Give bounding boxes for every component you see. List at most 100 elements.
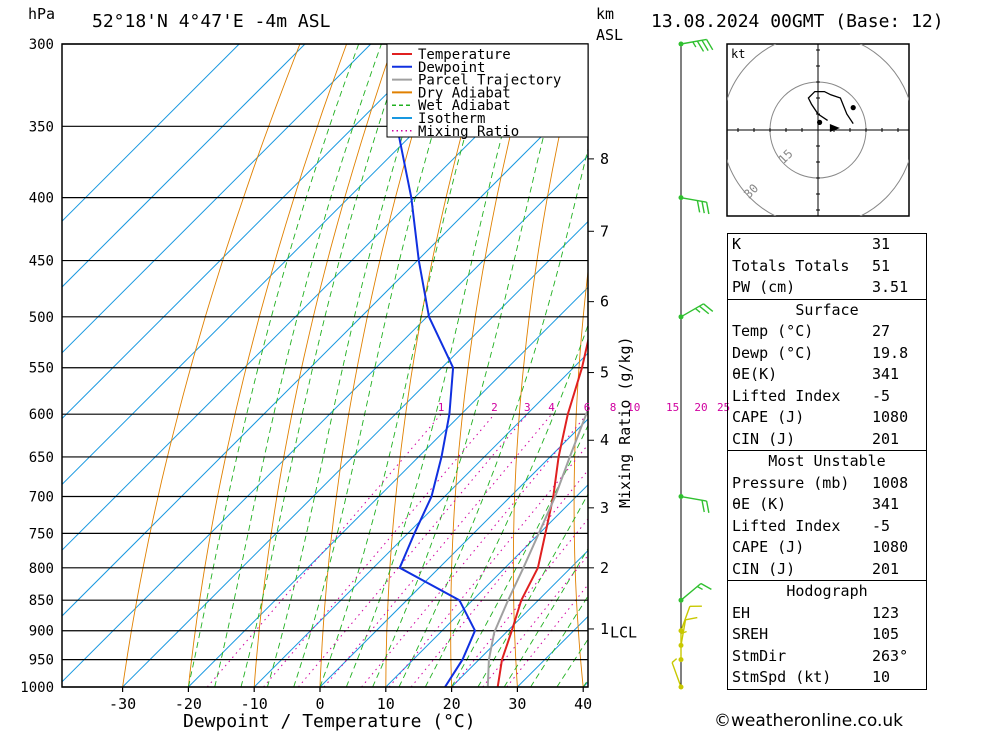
info-value: 341 (872, 495, 900, 513)
info-row: StmSpd (kt) 10 (728, 667, 926, 689)
info-row: Temp (°C) 27 (728, 321, 926, 343)
wind-barb (678, 195, 710, 215)
isotherm-line (451, 549, 588, 687)
isotherm-line (319, 418, 588, 687)
km-tick-label: 7 (600, 222, 609, 240)
info-row: StmDir 263° (728, 646, 926, 668)
pressure-tick-label: 800 (29, 561, 54, 577)
legend-label: Temperature (418, 47, 511, 63)
x-tick-label: 40 (574, 695, 592, 713)
site-name: weatheronline.co.uk (731, 711, 904, 731)
info-row: Lifted Index -5 (728, 516, 926, 538)
mixing-ratio-label: 25 (717, 401, 730, 414)
legend-label: Mixing Ratio (418, 124, 519, 140)
info-value: 341 (872, 365, 900, 383)
info-row: Totals Totals 51 (728, 256, 926, 278)
plot-frame (61, 43, 589, 688)
info-label: K (732, 235, 742, 253)
km-tick-label: 1 (600, 620, 609, 638)
temperature-profile (496, 336, 588, 687)
dry-adiabat-line (951, 44, 1000, 687)
info-row: CIN (J) 201 (728, 429, 926, 451)
info-row: θE (K) 341 (728, 494, 926, 516)
info-value: -5 (872, 386, 891, 405)
hodograph-title: Hodograph (728, 580, 926, 603)
mixing-ratio-line (263, 413, 495, 687)
credit[interactable]: ©weatheronline.co.uk (714, 711, 903, 731)
info-value: 51 (872, 256, 891, 275)
pressure-tick-label: 400 (29, 191, 54, 207)
x-tick-label: 0 (315, 695, 324, 713)
km-tick-label: 8 (600, 150, 609, 168)
wet-adiabat-line (187, 44, 360, 687)
isotherm-line (62, 44, 372, 354)
parcel-trajectory-profile (486, 406, 588, 687)
info-label: SREH (732, 625, 769, 643)
wet-adiabat-line (214, 44, 382, 687)
info-label: CIN (J) (732, 559, 796, 578)
isotherm-line (253, 352, 588, 687)
wet-adiabat-line (266, 44, 432, 687)
isotherm-line (62, 44, 306, 288)
mixing-ratio-line (388, 443, 588, 687)
info-value: 201 (872, 559, 900, 578)
pressure-tick-label: 600 (29, 407, 54, 423)
dry-adiabat-line (690, 44, 720, 687)
isotherm-line (122, 220, 588, 687)
info-label: CAPE (J) (732, 538, 805, 556)
info-row: Lifted Index -5 (728, 386, 926, 408)
info-value: -5 (872, 516, 891, 535)
info-label: Pressure (mb) (732, 473, 850, 492)
info-value: 263° (872, 646, 909, 665)
wind-barb (678, 630, 687, 663)
info-value: 123 (872, 603, 900, 622)
pressure-tick-label: 300 (29, 37, 54, 53)
mixing-ratio-axis-label: Mixing Ratio (g/kg) (616, 336, 634, 508)
info-row: CAPE (J) 1080 (728, 537, 926, 559)
dry-adiabat-line (633, 44, 673, 687)
info-label: Dewp (°C) (732, 343, 814, 362)
info-value: 10 (872, 668, 891, 686)
mixing-ratio-line (410, 469, 588, 687)
datetime-title: 13.08.2024 00GMT (Base: 12) (651, 11, 944, 32)
isotherm-line (62, 44, 437, 420)
legend-label: Dewpoint (418, 60, 485, 76)
info-value: 105 (872, 625, 900, 643)
mixing-ratio-label: 15 (666, 401, 679, 414)
legend-label: Isotherm (418, 111, 485, 127)
wet-adiabat-line (345, 44, 527, 687)
info-label: PW (cm) (732, 278, 796, 296)
info-label: θE (K) (732, 495, 787, 513)
info-row: PW (cm) 3.51 (728, 277, 926, 299)
pressure-tick-label: 1000 (20, 680, 54, 696)
info-row: CIN (J) 201 (728, 559, 926, 581)
x-tick-label: -30 (109, 695, 136, 713)
mixing-ratio-label: 1 (438, 401, 445, 414)
isotherm-line (385, 484, 588, 687)
mixing-ratio-line (361, 413, 588, 687)
dewpoint-profile (395, 44, 477, 687)
isotherm-line (62, 44, 569, 551)
info-row: K 31 (728, 234, 926, 256)
mixing-ratio-line (323, 413, 552, 687)
mixing-ratio-label: 2 (491, 401, 498, 414)
info-row: CAPE (J) 1080 (728, 407, 926, 429)
info-label: CAPE (J) (732, 408, 805, 426)
info-label: EH (732, 603, 751, 622)
info-value: 1080 (872, 408, 909, 426)
wet-adiabat-line (372, 44, 568, 687)
info-label: Totals Totals (732, 256, 850, 275)
info-value: 19.8 (872, 343, 909, 362)
legend-label: Dry Adiabat (418, 85, 511, 101)
pressure-tick-label: 700 (29, 490, 54, 506)
mixing-ratio-label: 3 (524, 401, 531, 414)
hodograph-trace (807, 90, 854, 124)
wind-barb (678, 38, 714, 52)
wind-barb (678, 605, 702, 634)
mixing-ratio-label: 4 (548, 401, 555, 414)
hodograph-unit: kt (731, 47, 745, 61)
km-tick-label: 5 (600, 364, 609, 382)
info-label: CIN (J) (732, 429, 796, 448)
storm-motion-marker (829, 124, 840, 133)
